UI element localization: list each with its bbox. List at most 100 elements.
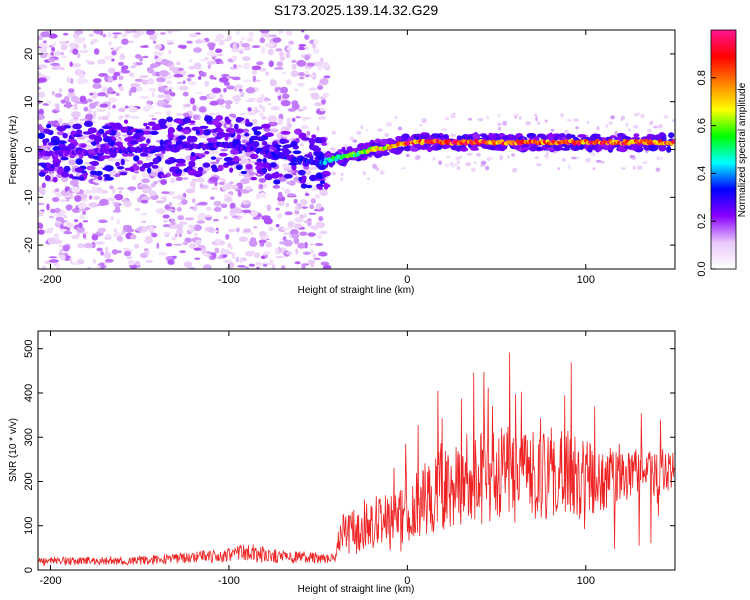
spectrogram-cell <box>88 202 99 208</box>
spectrogram-cell <box>68 88 75 94</box>
spectrogram-cell <box>298 44 307 47</box>
spectrogram-cell <box>38 186 44 193</box>
spectrogram-cell <box>179 250 187 254</box>
spectrogram-cell <box>89 170 98 176</box>
spectrogram-cell <box>174 233 178 238</box>
spectrogram-cell <box>210 164 217 170</box>
spectrogram-cell <box>192 205 198 212</box>
spectrogram-cell <box>636 165 643 170</box>
spectrogram-cell <box>55 104 60 111</box>
spectrogram-cell <box>176 223 184 231</box>
spectrogram-cell <box>322 264 332 269</box>
spectrogram-cell <box>285 251 293 255</box>
spectrogram-cell <box>303 213 307 218</box>
spectrogram-cell <box>235 128 245 134</box>
spectrogram-cell <box>297 169 306 176</box>
spectrogram-cell <box>244 132 250 137</box>
spectrogram-cell <box>401 167 406 170</box>
spectrogram-cell <box>301 116 307 122</box>
spectrogram-cell <box>172 66 179 72</box>
spectrogram-cell <box>187 74 196 78</box>
spectrogram-cell <box>320 57 324 63</box>
spectrogram-cell <box>304 169 312 176</box>
spectrogram-cell <box>321 142 327 146</box>
spectrogram-cell <box>199 125 209 130</box>
spectrogram-cell <box>450 161 454 167</box>
spectrogram-cell <box>237 190 242 197</box>
spectrogram-cell <box>108 41 112 47</box>
spectrogram-cell <box>323 75 331 79</box>
spectrogram-cell <box>608 121 614 125</box>
spectrogram-cell <box>106 197 117 202</box>
spectrogram-cell <box>38 86 42 90</box>
spectrogram-cell <box>142 130 151 135</box>
spectrogram-cell <box>60 156 69 161</box>
spectrogram-cell <box>141 79 149 85</box>
spectrogram-cell <box>231 207 242 213</box>
spectrogram-cell <box>47 57 56 63</box>
spectrogram-cell <box>240 170 247 175</box>
spectrogram-y-tick-label: 0 <box>23 146 35 152</box>
spectrogram-cell <box>281 93 290 99</box>
spectrogram-cell <box>76 226 85 233</box>
spectrogram-cell <box>76 52 81 59</box>
spectrogram-cell <box>304 34 310 40</box>
spectrogram-cell <box>195 39 202 44</box>
spectrogram-cell <box>107 32 113 38</box>
spectrogram-cell <box>269 34 277 38</box>
spectrogram-cell <box>346 146 353 152</box>
spectrogram-cell <box>176 158 186 165</box>
spectrogram-cell <box>649 120 654 126</box>
spectrogram-cell <box>446 155 450 158</box>
spectrogram-cell <box>310 188 318 191</box>
spectrogram-cell <box>149 130 159 136</box>
spectrogram-cell <box>118 61 124 66</box>
spectrogram-cell <box>259 30 270 34</box>
spectrogram-cell <box>416 155 421 160</box>
spectrogram-cell <box>157 85 166 93</box>
spectrogram-cell <box>252 216 261 220</box>
snr-y-tick-label: 300 <box>23 428 35 446</box>
spectrogram-cell <box>261 116 267 120</box>
spectrogram-cell <box>277 89 281 97</box>
spectrogram-cell <box>243 62 250 70</box>
spectrogram-cell <box>267 121 278 127</box>
spectrogram-cell <box>169 128 174 133</box>
spectrogram-cell <box>90 94 100 97</box>
spectrogram-cell <box>158 251 167 256</box>
spectrogram-cell <box>658 145 667 152</box>
spectrogram-cell <box>88 33 95 38</box>
spectrogram-cell <box>157 94 166 99</box>
spectrogram-cell <box>589 135 596 142</box>
spectrogram-cell <box>186 77 192 82</box>
spectrogram-cell <box>193 247 202 251</box>
spectrogram-cell <box>497 113 501 118</box>
spectrogram-cell <box>267 102 272 106</box>
spectrogram-cell <box>223 39 230 42</box>
spectrogram-cell <box>71 165 80 169</box>
spectrogram-cell <box>113 228 118 233</box>
spectrogram-cell <box>258 177 267 183</box>
spectrogram-cell <box>395 136 402 141</box>
spectrogram-cell <box>92 179 102 183</box>
spectrogram-cell <box>307 88 318 91</box>
spectrogram-cell <box>55 191 62 198</box>
spectrogram-cell <box>89 105 95 109</box>
spectrogram-cell <box>465 162 472 167</box>
spectrogram-cell <box>98 128 105 135</box>
spectrogram-cell <box>304 193 310 196</box>
spectrogram-cell <box>317 65 323 71</box>
spectrogram-cell <box>44 174 51 182</box>
spectrogram-cell <box>632 165 636 170</box>
spectrogram-cell <box>112 32 122 35</box>
spectrogram-cell <box>273 144 282 148</box>
spectrogram-cell <box>59 224 64 230</box>
spectrogram-cell <box>283 239 293 247</box>
spectrogram-cell <box>241 36 246 40</box>
spectrogram-cell <box>176 206 182 212</box>
spectrogram-cell <box>116 250 122 254</box>
spectrogram-cell <box>518 116 522 120</box>
spectrogram-cell <box>442 134 450 140</box>
spectrogram-cell <box>498 126 501 131</box>
spectrogram-cell <box>299 198 308 206</box>
